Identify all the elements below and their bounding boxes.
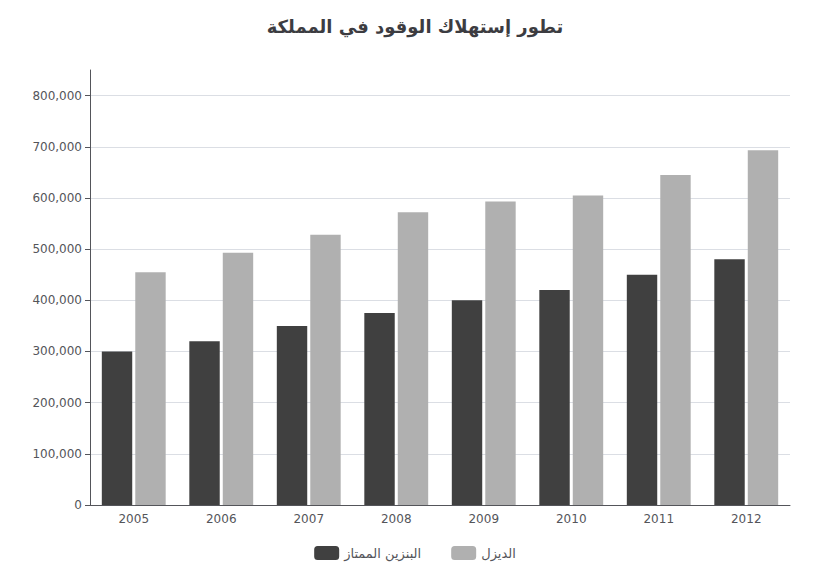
svg-text:400,000: 400,000 — [32, 293, 82, 307]
svg-text:800,000: 800,000 — [32, 89, 82, 103]
svg-text:2006: 2006 — [206, 512, 237, 526]
svg-text:700,000: 700,000 — [32, 140, 82, 154]
svg-text:100,000: 100,000 — [32, 447, 82, 461]
svg-text:0: 0 — [74, 498, 82, 512]
svg-text:2008: 2008 — [381, 512, 412, 526]
svg-text:200,000: 200,000 — [32, 396, 82, 410]
svg-text:300,000: 300,000 — [32, 344, 82, 358]
svg-text:500,000: 500,000 — [32, 242, 82, 256]
svg-text:البنزين الممتاز: البنزين الممتاز — [343, 546, 421, 562]
svg-text:الديزل: الديزل — [481, 546, 516, 562]
svg-text:2007: 2007 — [293, 512, 324, 526]
svg-text:2010: 2010 — [556, 512, 587, 526]
svg-text:2009: 2009 — [468, 512, 499, 526]
svg-text:600,000: 600,000 — [32, 191, 82, 205]
svg-text:2012: 2012 — [731, 512, 762, 526]
svg-text:2011: 2011 — [643, 512, 674, 526]
svg-text:2005: 2005 — [118, 512, 149, 526]
svg-text:تطور إستهلاك الوقود في المملكة: تطور إستهلاك الوقود في المملكة — [267, 16, 564, 38]
